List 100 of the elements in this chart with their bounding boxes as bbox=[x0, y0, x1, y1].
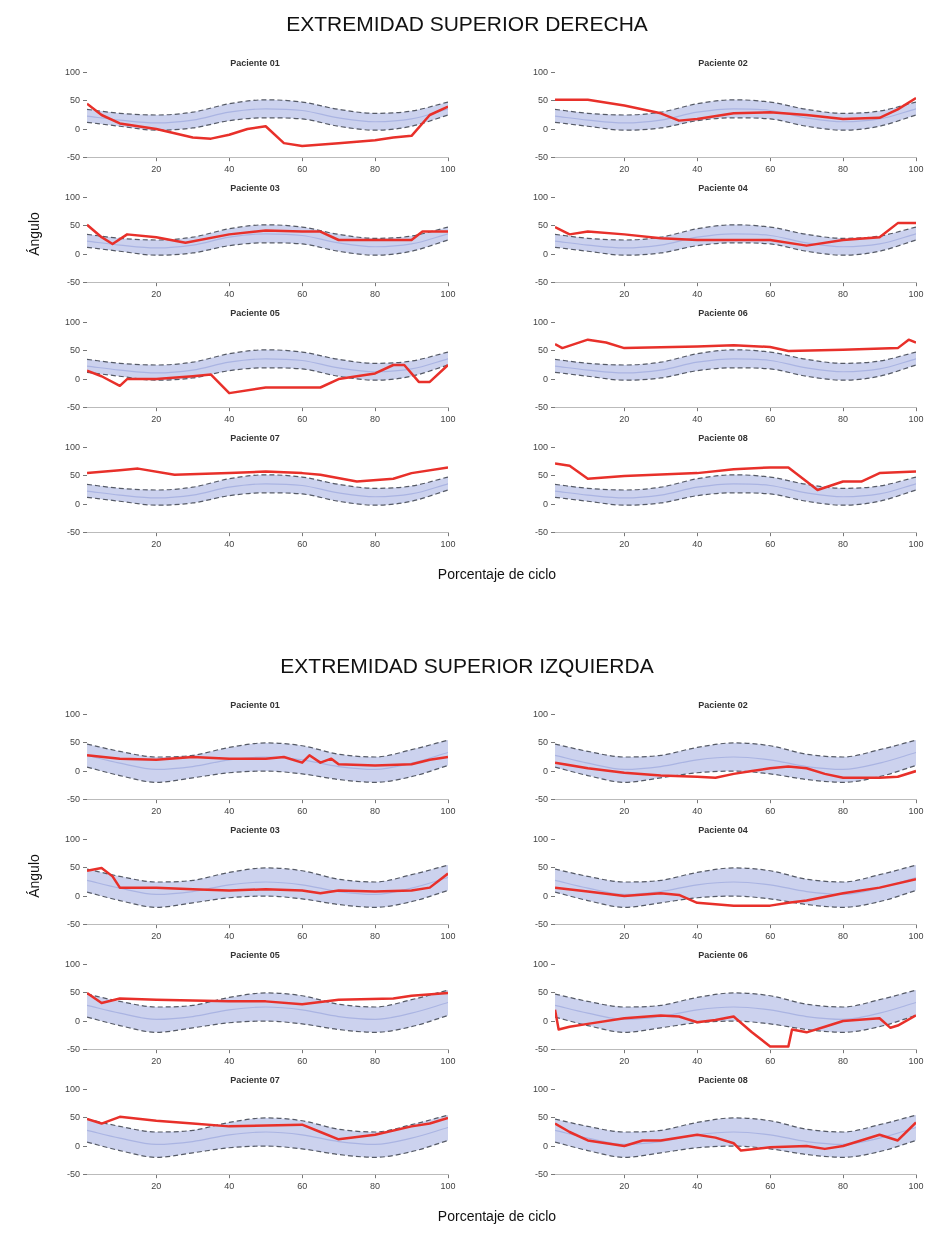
chart-title: Paciente 03 bbox=[230, 182, 280, 193]
x-tick-label: 100 bbox=[440, 806, 456, 817]
y-tick-label: 0 bbox=[543, 890, 549, 901]
line-series bbox=[87, 108, 448, 124]
line-series bbox=[87, 114, 448, 131]
x-tick-label: 100 bbox=[908, 164, 924, 175]
chart-title: Paciente 07 bbox=[230, 432, 280, 443]
line-series bbox=[555, 483, 916, 499]
line-series bbox=[87, 239, 448, 256]
chart-title: Paciente 05 bbox=[230, 949, 280, 960]
line-series bbox=[87, 889, 448, 908]
y-tick-label: 0 bbox=[75, 1015, 81, 1026]
x-tick-label: 100 bbox=[440, 289, 456, 300]
line-series bbox=[555, 108, 916, 124]
x-tick-label: 80 bbox=[838, 289, 849, 300]
line-series bbox=[87, 764, 448, 783]
line-series bbox=[87, 99, 448, 116]
y-tick-label: 0 bbox=[75, 765, 81, 776]
y-tick-label: 100 bbox=[532, 959, 549, 970]
y-tick-label: 50 bbox=[70, 737, 81, 748]
y-tick-label: -50 bbox=[535, 276, 549, 287]
x-tick-label: 100 bbox=[440, 931, 456, 942]
y-tick-label: 50 bbox=[70, 95, 81, 106]
y-tick-label: -50 bbox=[67, 276, 81, 287]
x-tick-label: 80 bbox=[370, 1056, 381, 1067]
line-series bbox=[555, 224, 916, 241]
line-series bbox=[555, 1139, 916, 1158]
y-tick-label: 100 bbox=[532, 317, 549, 328]
y-tick-label: 50 bbox=[70, 220, 81, 231]
line-series bbox=[555, 889, 916, 908]
y-tick-label: -50 bbox=[67, 1043, 81, 1054]
line-series bbox=[555, 876, 916, 895]
x-tick-label: 20 bbox=[151, 931, 162, 942]
x-tick-label: 20 bbox=[619, 931, 630, 942]
y-tick-label: 100 bbox=[64, 67, 81, 78]
y-tick-label: 100 bbox=[64, 709, 81, 720]
x-tick-label: 60 bbox=[297, 806, 308, 817]
text: EXTREMIDAD SUPERIOR DERECHA bbox=[285, 12, 649, 36]
y-tick-label: 0 bbox=[543, 498, 549, 509]
x-tick-label: 20 bbox=[151, 289, 162, 300]
line-series bbox=[87, 1001, 448, 1020]
chart-title: Paciente 04 bbox=[698, 824, 748, 835]
x-tick-label: 40 bbox=[224, 1181, 235, 1192]
x-tick-label: 80 bbox=[370, 806, 381, 817]
y-axis-title: Ángulo bbox=[26, 211, 42, 258]
line-series bbox=[555, 1114, 916, 1133]
line-series bbox=[555, 358, 916, 374]
x-tick-label: 60 bbox=[765, 931, 776, 942]
x-tick-label: 60 bbox=[297, 414, 308, 425]
y-tick-label: -50 bbox=[67, 1168, 81, 1179]
y-tick-label: 50 bbox=[538, 862, 549, 873]
y-tick-label: 50 bbox=[538, 345, 549, 356]
x-tick-label: 40 bbox=[692, 1056, 703, 1067]
line-series bbox=[555, 751, 916, 770]
y-tick-label: -50 bbox=[535, 526, 549, 537]
y-tick-label: -50 bbox=[535, 793, 549, 804]
x-tick-label: 20 bbox=[619, 539, 630, 550]
y-tick-label: 0 bbox=[543, 373, 549, 384]
line-series bbox=[87, 1139, 448, 1158]
y-tick-label: 100 bbox=[64, 192, 81, 203]
x-tick-label: 80 bbox=[838, 806, 849, 817]
y-tick-label: 50 bbox=[538, 987, 549, 998]
y-tick-label: 0 bbox=[75, 1140, 81, 1151]
x-tick-label: 100 bbox=[440, 1181, 456, 1192]
x-tick-label: 60 bbox=[297, 539, 308, 550]
y-tick-label: 0 bbox=[75, 890, 81, 901]
y-tick-label: 100 bbox=[64, 834, 81, 845]
x-tick-label: 60 bbox=[765, 1056, 776, 1067]
x-tick-label: 80 bbox=[370, 539, 381, 550]
x-tick-label: 80 bbox=[838, 1056, 849, 1067]
chart-title: Paciente 02 bbox=[698, 57, 748, 68]
chart-title: Paciente 08 bbox=[698, 1074, 748, 1085]
x-tick-label: 40 bbox=[692, 1181, 703, 1192]
line-series bbox=[555, 864, 916, 883]
line-series bbox=[555, 233, 916, 249]
y-tick-label: -50 bbox=[535, 918, 549, 929]
line-series bbox=[87, 224, 448, 241]
x-tick-label: 40 bbox=[692, 806, 703, 817]
x-tick-label: 80 bbox=[838, 1181, 849, 1192]
x-tick-label: 80 bbox=[370, 289, 381, 300]
x-tick-label: 20 bbox=[619, 1056, 630, 1067]
chart-title: Paciente 06 bbox=[698, 307, 748, 318]
x-tick-label: 60 bbox=[765, 806, 776, 817]
chart-title: Paciente 05 bbox=[230, 307, 280, 318]
y-tick-label: 100 bbox=[532, 709, 549, 720]
x-tick-label: 80 bbox=[370, 1181, 381, 1192]
line-series bbox=[555, 474, 916, 491]
x-tick-label: 20 bbox=[151, 1056, 162, 1067]
x-tick-label: 100 bbox=[908, 289, 924, 300]
x-tick-label: 100 bbox=[440, 164, 456, 175]
x-tick-label: 100 bbox=[908, 414, 924, 425]
x-tick-label: 40 bbox=[224, 539, 235, 550]
x-tick-label: 60 bbox=[297, 289, 308, 300]
x-tick-label: 40 bbox=[224, 806, 235, 817]
x-tick-label: 100 bbox=[908, 1181, 924, 1192]
x-tick-label: 80 bbox=[838, 164, 849, 175]
x-tick-label: 80 bbox=[838, 931, 849, 942]
x-tick-label: 40 bbox=[224, 1056, 235, 1067]
x-tick-label: 20 bbox=[151, 806, 162, 817]
y-tick-label: 50 bbox=[70, 1112, 81, 1123]
